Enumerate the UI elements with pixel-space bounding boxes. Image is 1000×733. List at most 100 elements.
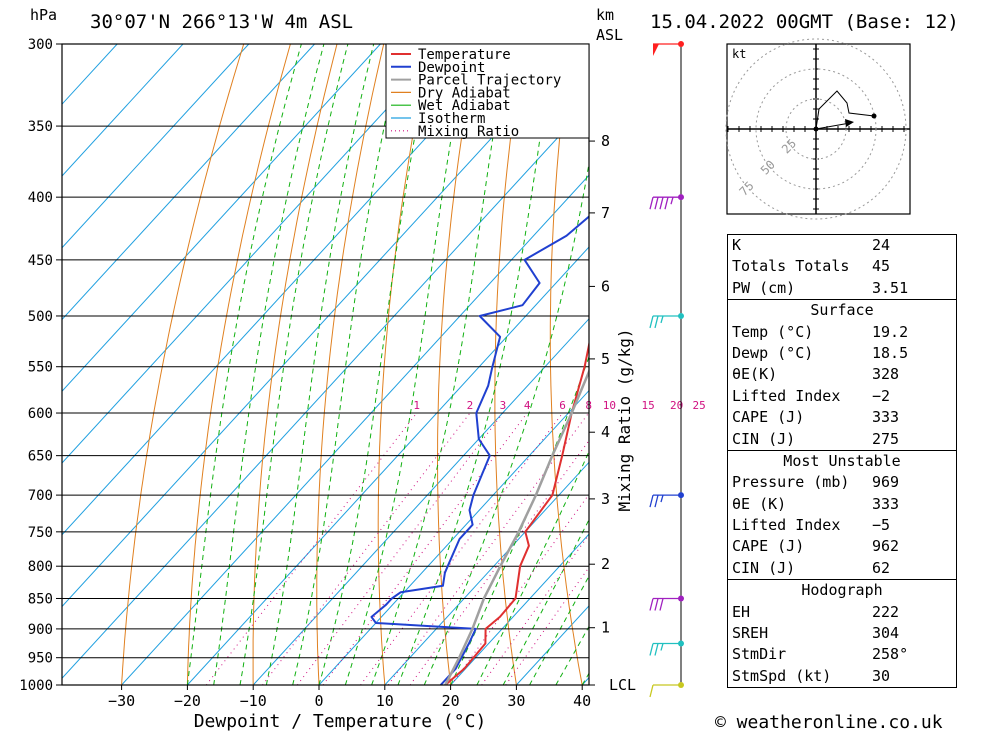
index-value: 45 [872,257,891,276]
mixing-ratio-line [262,412,471,685]
index-row: CIN (J) 275 [728,429,956,450]
index-row: Lifted Index −2 [728,386,956,407]
indices-table: K 24 Totals Totals 45 PW (cm) 3.51 Surface Te… [727,234,957,689]
wind-barb-flag [649,315,654,329]
wind-barb-flag [659,598,664,611]
index-value: 18.5 [872,343,909,362]
series-temperature-line [444,340,589,685]
wind-barb-flag [649,643,654,656]
wind-barb-flag [649,197,654,210]
index-value: 62 [872,558,891,577]
index-row: StmSpd (kt) 30 [728,666,956,687]
mixing-ratio-tick-label: 15 [642,399,655,412]
height-tick-label: LCL [609,676,636,694]
mixing-ratio-tick-label: 10 [603,399,616,412]
index-value: 304 [872,624,900,643]
isotherm-line [62,44,250,249]
wind-barb-flag [654,598,659,611]
index-value: 328 [872,365,900,384]
legend-entry-label: Dewpoint [418,60,485,76]
wind-barb-flag [649,494,654,508]
temperature-tick-label: 20 [442,692,460,710]
wind-barb-flag [649,684,654,698]
mixing-ratio-tick-label: 4 [524,399,531,412]
wind-barb-flag [649,598,654,611]
isotherm-line [62,44,381,392]
wind-barb-half-flag [660,643,664,651]
dry-adiabat-line [990,44,1000,685]
height-axis: 8 7 6 5 4 3 2 1 LCL [589,132,636,694]
mixing-ratio-line [296,412,504,685]
temperature-tick-label: 30 [507,692,525,710]
pressure-tick-label: 450 [28,253,53,269]
index-label: Temp (°C) [732,322,814,341]
temperature-tick-label: −20 [174,692,201,710]
index-label: Totals Totals [732,257,850,276]
index-label: Lifted Index [732,516,841,535]
plot-frame [61,43,590,686]
index-label: CIN (J) [732,558,796,577]
hodograph-top-point [871,113,877,119]
height-unit-label-2: ASL [596,26,623,44]
isotherm-line [62,44,315,321]
isotherm-line [450,533,589,685]
index-label: StmSpd (kt) [732,666,832,685]
index-label: θE (K) [732,494,787,513]
temperature-tick-label: −30 [108,692,135,710]
index-label: θE(K) [732,365,778,384]
index-label: CIN (J) [732,429,796,448]
surface-title: Surface [810,301,874,320]
index-row: Temp (°C) 19.2 [728,322,956,343]
pressure-tick-label: 350 [28,119,53,135]
mixing-ratio-tick-label: 2 [467,399,474,412]
index-label: Lifted Index [732,386,841,405]
height-unit-label: km [596,6,614,24]
mixing-ratio-tick-label: 6 [559,399,566,412]
index-row: StmDir 258° [728,644,956,665]
index-label: PW (cm) [732,278,796,297]
pressure-tick-label: 1000 [19,678,53,694]
wind-barb [649,640,684,656]
index-row: Pressure (mb) 969 [728,472,956,493]
isotherm-line [62,44,513,536]
series-dewpoint-line [370,215,589,685]
isotherm-line [62,44,184,177]
mixing-ratio-axis-title: Mixing Ratio (g/kg) [615,328,634,511]
wind-barb-flag [654,643,659,656]
pressure-tick-label: 950 [28,651,53,667]
wet-adiabat-line [213,44,325,685]
hodograph-section: Hodograph EH 222 SREH 304 StmDir 258° StmSpd (… [728,579,956,687]
hodograph-trace [815,90,875,130]
index-row: Lifted Index −5 [728,515,956,536]
height-tick-label: 2 [601,555,610,573]
mixing-ratio-labels: 1 2 3 4 6 8 10 15 20 25 [413,399,705,412]
temperature-tick-label: 40 [573,692,591,710]
pressure-tick-label: 600 [28,406,53,422]
wind-barb [649,194,684,210]
temperature-axis: −30 −20 −10 0 10 20 30 40 [108,685,591,710]
storm-motion-vector [815,122,851,130]
temperature-tick-label: −10 [240,692,267,710]
storm-motion-arrowhead [845,119,854,127]
height-tick-label: 1 [601,619,610,637]
wind-barb [649,492,684,508]
index-value: 19.2 [872,322,909,341]
index-value: 333 [872,408,900,427]
index-label: Pressure (mb) [732,473,850,492]
index-row: CAPE (J) 333 [728,407,956,428]
height-tick-label: 7 [601,204,610,222]
index-row: SREH 304 [728,623,956,644]
index-row: PW (cm) 3.51 [728,278,956,299]
index-value: 3.51 [872,278,909,297]
index-label: StmDir [732,645,787,664]
mixing-ratio-line [450,493,589,685]
isotherm-line [384,461,589,685]
most-unstable-title: Most Unstable [783,451,901,470]
wind-barb-flag [654,315,659,329]
pressure-tick-label: 500 [28,309,53,325]
wind-barb-flag [664,197,669,210]
mixing-ratio-line [360,412,563,685]
general-indices: K 24 Totals Totals 45 PW (cm) 3.51 [728,235,956,299]
pressure-tick-label: 400 [28,190,53,206]
location-title: 30°07'N 266°13'W 4m ASL [90,11,353,33]
